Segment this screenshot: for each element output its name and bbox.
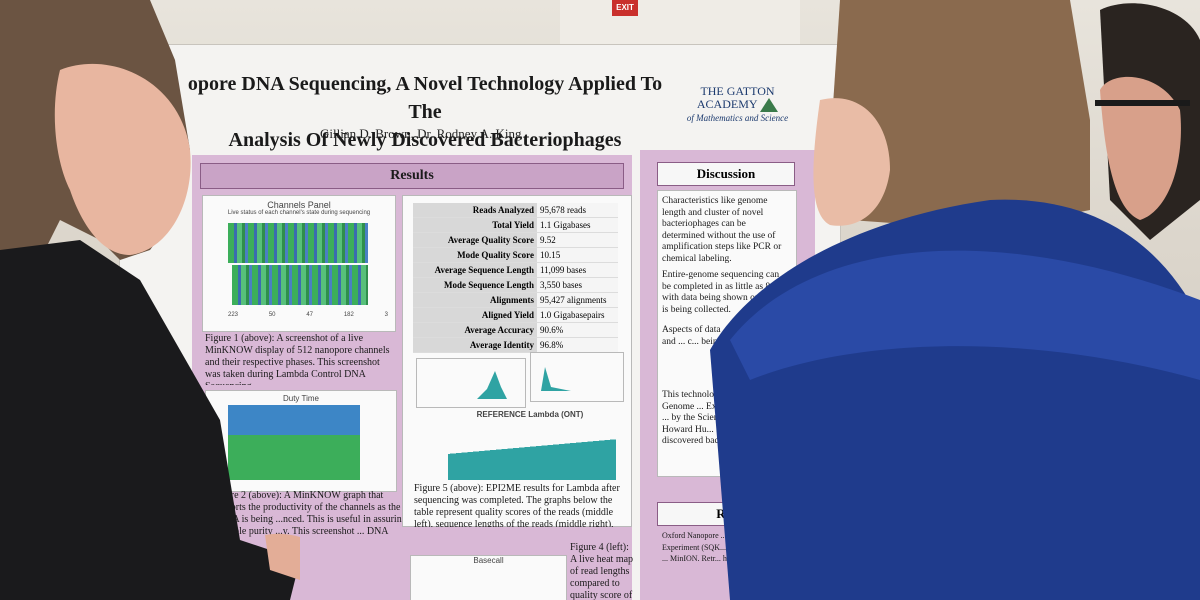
discussion-point: Aspects of data ... fragment ... and ...… [662, 325, 777, 347]
legend-value: 47 [306, 312, 314, 318]
background-person [1095, 3, 1200, 240]
logo-line3: of Mathematics and Science [686, 113, 789, 124]
channels-grid-bottom [232, 265, 368, 305]
quality-histogram-graphic [427, 371, 517, 399]
triangle-icon [760, 98, 779, 113]
table-row: Average Identity 96.8% [413, 337, 618, 353]
results-heading: Results [200, 163, 624, 189]
discussion-point: Entire-genome sequencing can be complete… [662, 270, 790, 315]
genome-coverage-plot [448, 432, 616, 480]
legend-value: 3 [384, 312, 388, 318]
poster-title-line2: Analysis Of Newly Discovered Bacteriopha… [228, 129, 622, 151]
logo-line1: THE GATTON [700, 84, 775, 98]
poster-title-line1: opore DNA Sequencing, A Novel Technology… [187, 73, 663, 123]
figure4-caption: Figure 4 (left): A live heat map of read… [570, 542, 634, 600]
presenter-person [0, 0, 300, 600]
logo-line2: ACADEMY [696, 97, 758, 111]
quality-score-plot [416, 358, 526, 408]
references-text: Oxford Nanopore ... December 18, ... Exp… [662, 531, 785, 563]
table-row: Reads Analyzed 95,678 reads [413, 203, 618, 218]
channels-panel-subtitle: Live status of each channel's state duri… [227, 210, 371, 216]
table-row: Mode Quality Score 10.15 [413, 247, 618, 263]
channels-panel: Channels Panel Live status of each chann… [202, 195, 396, 332]
legend-value: 182 [343, 312, 354, 318]
table-row: Average Quality Score 9.52 [413, 232, 618, 248]
channels-legend: 223 50 47 182 3 [228, 312, 388, 318]
table-row: Average Sequence Length 11,099 bases [413, 262, 618, 278]
table-row: Average Accuracy 90.6% [413, 322, 618, 338]
channels-panel-title: Channels Panel [267, 200, 331, 210]
table-row: Mode Sequence Length 3,550 bases [413, 277, 618, 293]
channels-grid-top [228, 223, 368, 263]
reference-title: REFERENCE Lambda (ONT) [476, 410, 584, 419]
sequence-length-plot [530, 352, 624, 402]
basecall-title: Basecall [473, 556, 504, 565]
discussion-heading: Discussion [657, 162, 795, 186]
table-row: Total Yield 1.1 Gigabases [413, 217, 618, 233]
visitor-person [710, 0, 1200, 600]
discussion-point: Characteristics like genome length and c… [662, 196, 782, 264]
legend-value: 223 [228, 312, 239, 318]
table-row: Aligned Yield 1.0 Gigabasepairs [413, 307, 618, 323]
table-row: Alignments 95,427 alignments [413, 292, 618, 308]
basecall-panel: Basecall [410, 555, 567, 600]
duty-time-title: Duty Time [282, 394, 319, 403]
legend-value: 50 [268, 312, 276, 318]
poster-title: opore DNA Sequencing, A Novel Technology… [175, 70, 675, 154]
figure5-caption: Figure 5 (above): EPI2ME results for Lam… [414, 483, 620, 527]
sequencing-stats-table: Reads Analyzed 95,678 reads Total Yield 1.… [413, 203, 618, 353]
figure2-caption: igure 2 (above): A MinKNOW graph that re… [218, 490, 407, 537]
poster-authors: Gillian D. Brown, Dr. Rodney A. King [320, 126, 522, 141]
duty-time-chart [228, 405, 360, 480]
figure1-caption: Figure 1 (above): A screenshot of a live… [205, 333, 390, 385]
length-histogram-graphic [541, 367, 571, 391]
exit-sign: EXIT [612, 0, 638, 16]
gatton-academy-logo: THE GATTON ACADEMY of Mathematics and Sc… [680, 85, 795, 125]
